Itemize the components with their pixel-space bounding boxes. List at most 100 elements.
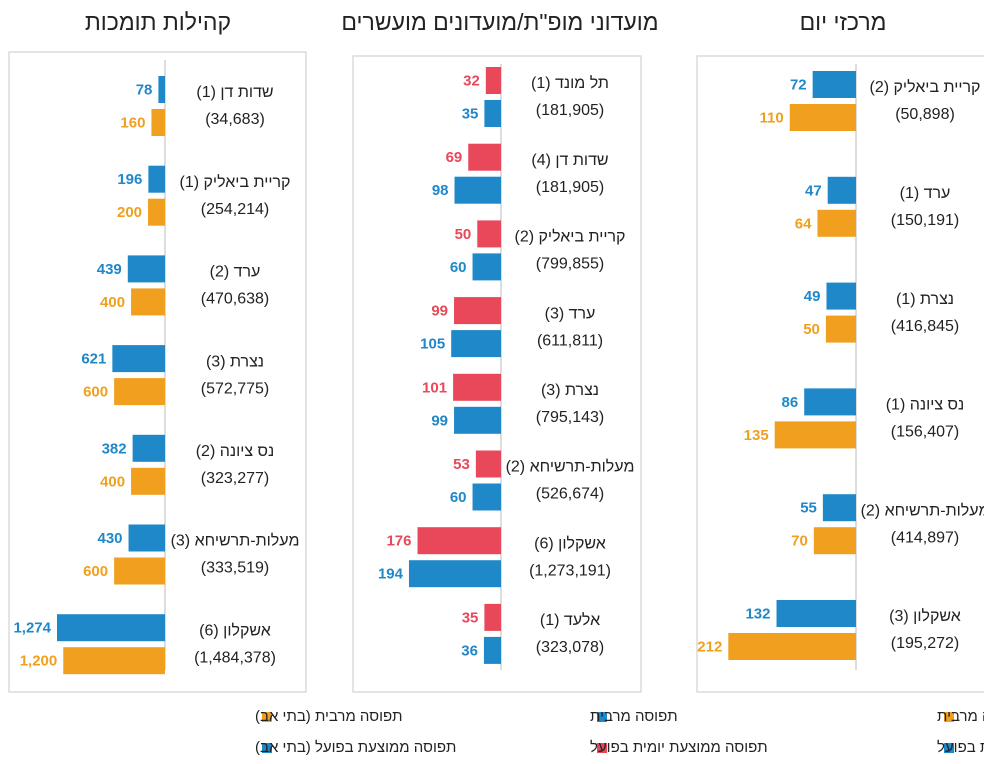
bar xyxy=(148,165,165,193)
category-label: אלעד (1) xyxy=(540,611,600,629)
bar xyxy=(453,373,501,401)
category-detail: (414,897) xyxy=(891,529,960,546)
category-detail: (156,407) xyxy=(891,424,960,441)
value-label: 101 xyxy=(422,379,447,396)
value-label: 105 xyxy=(420,336,445,353)
category-detail: (181,905) xyxy=(536,102,605,119)
category-detail: (572,775) xyxy=(201,380,270,397)
bar xyxy=(451,330,501,358)
legend-swatch xyxy=(597,712,607,722)
bar xyxy=(454,406,501,434)
bar xyxy=(128,524,165,552)
value-label: 200 xyxy=(117,204,142,221)
category-label: אשקלון (3) xyxy=(889,607,961,625)
category-label: נס ציונה (1) xyxy=(886,397,965,414)
panel-frame xyxy=(8,51,307,693)
value-label: 600 xyxy=(83,384,108,401)
bar xyxy=(454,176,501,204)
bar xyxy=(151,109,165,136)
value-label: 36 xyxy=(461,642,478,659)
value-label: 99 xyxy=(431,303,448,320)
bar xyxy=(472,483,501,511)
bar xyxy=(804,388,856,416)
bar xyxy=(408,560,501,588)
legend-label: תפוסה ממוצעת יומית בפועל xyxy=(937,739,984,756)
panel: מועדוני מופ"ת/מועדונים מועשרים תל מונד (1… xyxy=(341,9,767,756)
bar xyxy=(112,345,165,373)
bar xyxy=(148,198,165,226)
bar xyxy=(63,647,166,675)
category-label: קריית ביאליק (2) xyxy=(514,228,625,246)
value-label: 72 xyxy=(790,76,807,93)
category-label: ערד (1) xyxy=(900,185,951,202)
value-label: 55 xyxy=(800,500,817,517)
value-label: 50 xyxy=(803,321,820,338)
bar xyxy=(417,527,501,555)
bar xyxy=(131,288,165,316)
bar xyxy=(813,527,856,555)
category-detail: (1,273,191) xyxy=(529,562,611,579)
value-label: 1,274 xyxy=(13,620,51,637)
category-detail: (470,638) xyxy=(201,291,270,308)
value-label: 50 xyxy=(455,226,472,243)
value-label: 1,200 xyxy=(20,653,58,670)
value-label: 47 xyxy=(805,182,822,199)
bar xyxy=(477,220,501,248)
category-detail: (50,898) xyxy=(895,106,955,123)
bar xyxy=(826,282,856,310)
category-detail: (416,845) xyxy=(891,318,960,335)
category-label: ערד (3) xyxy=(545,305,596,322)
legend-swatch xyxy=(597,743,607,753)
value-label: 49 xyxy=(804,288,821,305)
value-label: 98 xyxy=(432,182,449,199)
bar xyxy=(774,421,856,449)
category-detail: (611,811) xyxy=(537,332,603,349)
category-label: קריית ביאליק (2) xyxy=(869,78,980,96)
category-detail: (254,214) xyxy=(201,201,270,218)
bar xyxy=(825,315,856,343)
category-detail: (195,272) xyxy=(891,635,960,652)
value-label: 176 xyxy=(386,533,411,550)
legend-label: תפוסה ממוצעת בפועל (בתי אב) xyxy=(255,739,456,756)
panel-frame xyxy=(696,55,984,693)
panel-title: קהילות תומכות xyxy=(85,9,231,35)
category-label: שדות דן (1) xyxy=(196,84,273,101)
category-label: נס ציונה (2) xyxy=(196,443,275,460)
value-label: 196 xyxy=(117,171,142,188)
value-label: 35 xyxy=(462,105,479,122)
legend-label: תפוסה מרבית xyxy=(590,708,678,725)
bar xyxy=(158,76,165,103)
value-label: 439 xyxy=(97,261,122,278)
panel: קהילות תומכות שדות דן (1) (34,683) 160 78 קרי… xyxy=(8,9,456,756)
bar xyxy=(472,253,501,281)
bar xyxy=(483,636,501,664)
legend-swatch xyxy=(262,743,272,753)
bar xyxy=(789,104,856,131)
value-label: 621 xyxy=(81,351,106,368)
value-label: 400 xyxy=(100,473,125,490)
bar xyxy=(484,603,501,631)
value-label: 78 xyxy=(136,81,153,98)
bar xyxy=(132,434,165,462)
bar xyxy=(776,600,856,627)
value-label: 32 xyxy=(463,72,480,89)
category-label: נצרת (3) xyxy=(206,353,264,370)
category-detail: (323,078) xyxy=(536,639,605,656)
bar xyxy=(127,255,165,283)
value-label: 135 xyxy=(744,427,769,444)
category-detail: (333,519) xyxy=(201,560,270,577)
legend-swatch xyxy=(944,712,954,722)
value-label: 69 xyxy=(446,149,463,166)
value-label: 430 xyxy=(98,530,123,547)
value-label: 53 xyxy=(453,456,470,473)
category-label: נצרת (3) xyxy=(541,382,599,399)
value-label: 382 xyxy=(102,440,127,457)
legend-label: תפוסה מרבית (בתי אב) xyxy=(255,708,403,725)
bar xyxy=(485,67,501,94)
category-label: קריית ביאליק (1) xyxy=(179,173,290,191)
panel-title: מרכזי יום xyxy=(800,9,887,35)
category-label: אשקלון (6) xyxy=(534,534,606,552)
value-label: 99 xyxy=(431,412,448,429)
bar xyxy=(131,467,165,495)
